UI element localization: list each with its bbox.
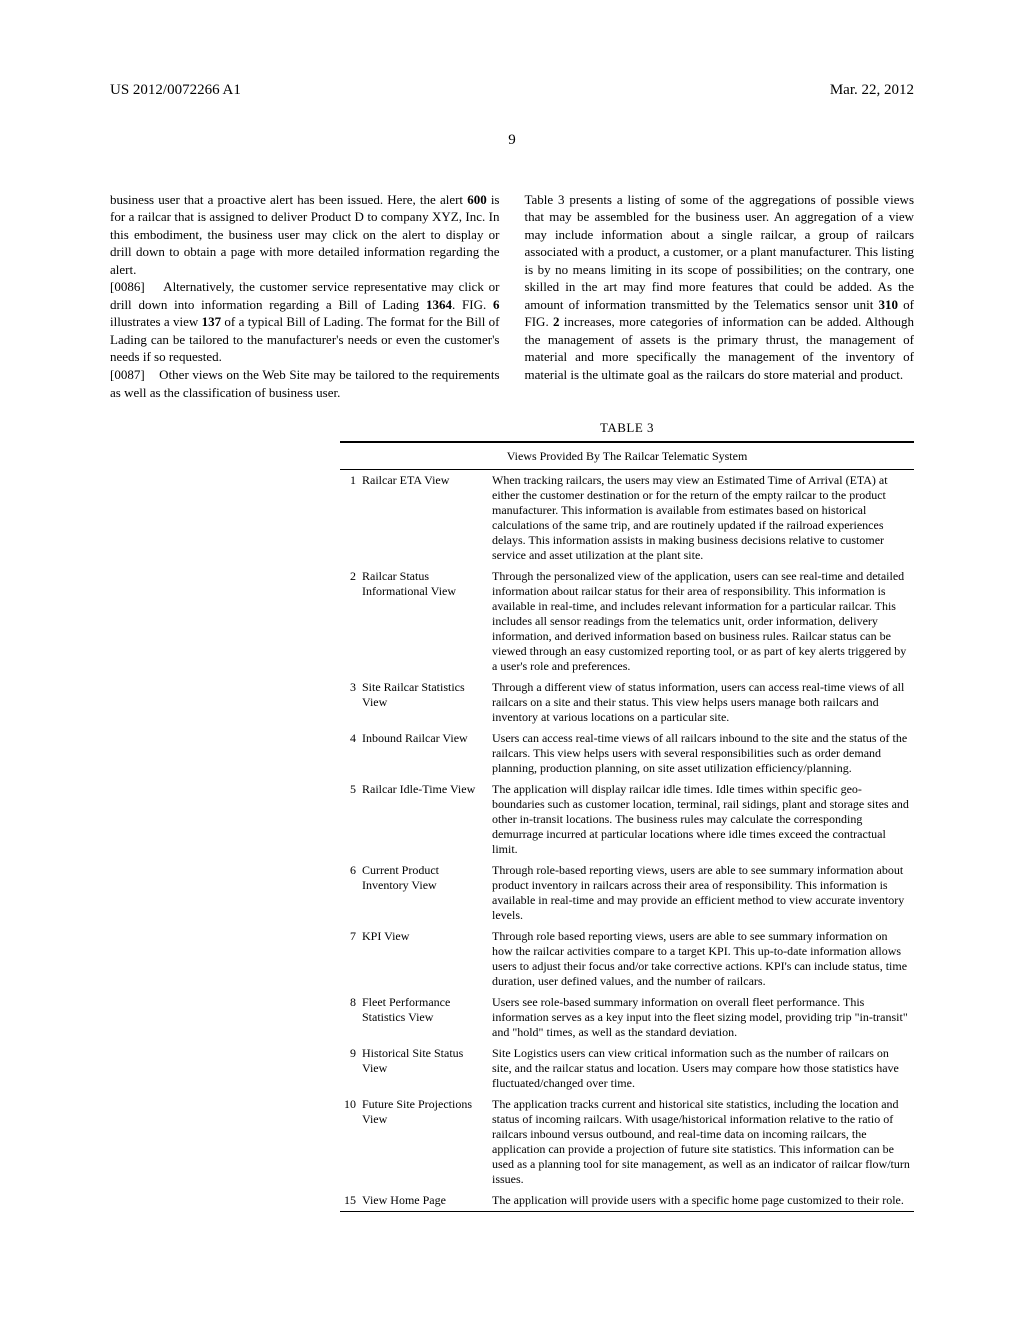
- row-number: 10: [340, 1094, 362, 1190]
- text: . FIG.: [452, 297, 493, 312]
- views-table: 1Railcar ETA ViewWhen tracking railcars,…: [340, 470, 914, 1211]
- table-row: 4Inbound Railcar ViewUsers can access re…: [340, 728, 914, 779]
- table-caption: TABLE 3: [340, 419, 914, 437]
- row-number: 5: [340, 779, 362, 860]
- ref-num: 310: [879, 297, 899, 312]
- view-description: The application tracks current and histo…: [492, 1094, 914, 1190]
- view-name: KPI View: [362, 926, 492, 992]
- para-label: [0086]: [110, 279, 145, 294]
- view-name: Railcar Idle-Time View: [362, 779, 492, 860]
- ref-num: 6: [493, 297, 500, 312]
- table-row: 15View Home PageThe application will pro…: [340, 1190, 914, 1211]
- para-label: [0087]: [110, 367, 145, 382]
- publication-number: US 2012/0072266 A1: [110, 80, 241, 100]
- row-number: 6: [340, 860, 362, 926]
- view-description: Users see role-based summary information…: [492, 992, 914, 1043]
- view-description: The application will display railcar idl…: [492, 779, 914, 860]
- view-description: Through a different view of status infor…: [492, 677, 914, 728]
- paragraph-right: Table 3 presents a listing of some of th…: [525, 191, 915, 384]
- table-row: 8Fleet Performance Statistics ViewUsers …: [340, 992, 914, 1043]
- row-number: 8: [340, 992, 362, 1043]
- view-description: Through the personalized view of the app…: [492, 566, 914, 677]
- table-row: 2Railcar Status Informational ViewThroug…: [340, 566, 914, 677]
- page-header: US 2012/0072266 A1 Mar. 22, 2012: [110, 80, 914, 100]
- view-description: Site Logistics users can view critical i…: [492, 1043, 914, 1094]
- view-name: Railcar ETA View: [362, 470, 492, 566]
- body-columns: business user that a proactive alert has…: [110, 191, 914, 402]
- table-3: TABLE 3 Views Provided By The Railcar Te…: [340, 419, 914, 1212]
- text: increases, more categories of informatio…: [525, 314, 915, 382]
- view-description: When tracking railcars, the users may vi…: [492, 470, 914, 566]
- view-description: The application will provide users with …: [492, 1190, 914, 1211]
- row-number: 2: [340, 566, 362, 677]
- paragraph-continue: business user that a proactive alert has…: [110, 191, 500, 279]
- view-name: Fleet Performance Statistics View: [362, 992, 492, 1043]
- table-row: 10Future Site Projections ViewThe applic…: [340, 1094, 914, 1190]
- right-column: Table 3 presents a listing of some of th…: [525, 191, 915, 402]
- row-number: 7: [340, 926, 362, 992]
- publication-date: Mar. 22, 2012: [830, 80, 914, 100]
- table-row: 6Current Product Inventory ViewThrough r…: [340, 860, 914, 926]
- ref-num: 1364: [426, 297, 452, 312]
- row-number: 9: [340, 1043, 362, 1094]
- paragraph-0087: [0087] Other views on the Web Site may b…: [110, 366, 500, 401]
- table-row: 7KPI ViewThrough role based reporting vi…: [340, 926, 914, 992]
- view-description: Users can access real-time views of all …: [492, 728, 914, 779]
- text: Table 3 presents a listing of some of th…: [525, 192, 915, 312]
- left-column: business user that a proactive alert has…: [110, 191, 500, 402]
- row-number: 3: [340, 677, 362, 728]
- row-number: 1: [340, 470, 362, 566]
- view-name: View Home Page: [362, 1190, 492, 1211]
- view-name: Railcar Status Informational View: [362, 566, 492, 677]
- row-number: 15: [340, 1190, 362, 1211]
- view-name: Inbound Railcar View: [362, 728, 492, 779]
- text: illustrates a view: [110, 314, 202, 329]
- table-subcaption: Views Provided By The Railcar Telematic …: [340, 443, 914, 469]
- table-rule: [340, 1211, 914, 1212]
- table-row: 9Historical Site Status ViewSite Logisti…: [340, 1043, 914, 1094]
- view-name: Future Site Projections View: [362, 1094, 492, 1190]
- text: business user that a proactive alert has…: [110, 192, 467, 207]
- page-number: 9: [110, 130, 914, 150]
- view-name: Site Railcar Statistics View: [362, 677, 492, 728]
- table-row: 5Railcar Idle-Time ViewThe application w…: [340, 779, 914, 860]
- view-description: Through role based reporting views, user…: [492, 926, 914, 992]
- ref-num: 600: [467, 192, 487, 207]
- row-number: 4: [340, 728, 362, 779]
- text: Other views on the Web Site may be tailo…: [110, 367, 500, 400]
- ref-num: 137: [202, 314, 222, 329]
- view-name: Historical Site Status View: [362, 1043, 492, 1094]
- paragraph-0086: [0086] Alternatively, the customer servi…: [110, 278, 500, 366]
- view-description: Through role-based reporting views, user…: [492, 860, 914, 926]
- table-row: 3Site Railcar Statistics ViewThrough a d…: [340, 677, 914, 728]
- table-row: 1Railcar ETA ViewWhen tracking railcars,…: [340, 470, 914, 566]
- view-name: Current Product Inventory View: [362, 860, 492, 926]
